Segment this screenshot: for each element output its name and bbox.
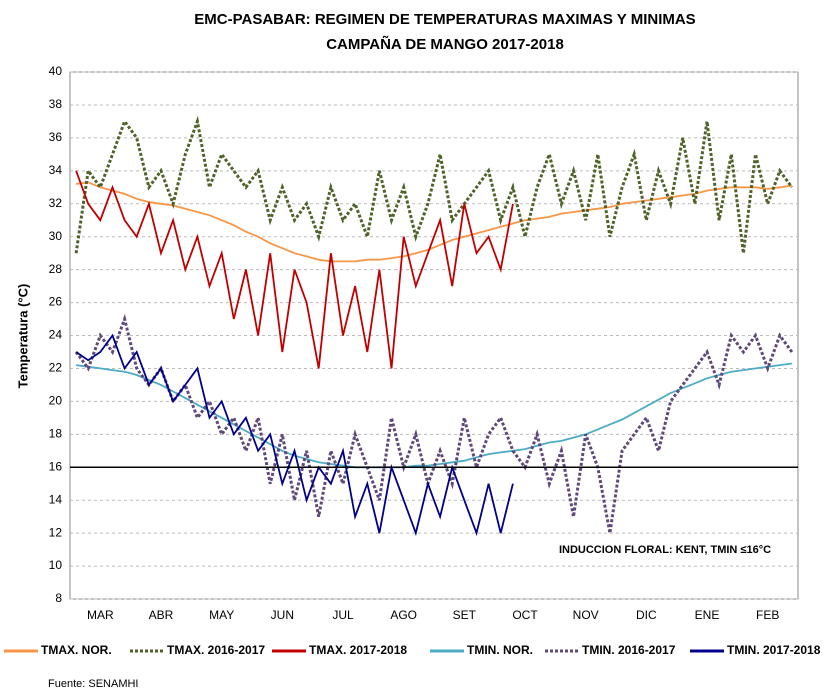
y-tick-label: 22	[49, 361, 63, 375]
legend-label: TMIN. 2017-2018	[727, 643, 821, 657]
series-line	[75, 170, 514, 369]
y-tick-label: 32	[49, 196, 63, 210]
y-tick-label: 26	[49, 295, 63, 309]
legend-label: TMAX. 2016-2017	[167, 643, 265, 657]
y-tick-label: 30	[49, 229, 63, 243]
y-axis-label: Temperatura (°C)	[15, 284, 30, 389]
legend-label: TMAX. NOR.	[41, 643, 112, 657]
y-tick-label: 10	[49, 558, 63, 572]
y-tick-label: 38	[49, 97, 63, 111]
x-tick-label: MAR	[87, 608, 114, 622]
series-line	[75, 362, 793, 469]
x-tick-label: SET	[453, 608, 477, 622]
y-tick-label: 40	[49, 64, 63, 78]
legend-label: TMIN. 2016-2017	[582, 643, 676, 657]
chart-title: EMC-PASABAR: REGIMEN DE TEMPERATURAS MAX…	[194, 11, 695, 28]
series-line	[74, 115, 794, 254]
x-tick-label: OCT	[512, 608, 538, 622]
series-line	[75, 333, 514, 537]
y-tick-label: 12	[49, 525, 63, 539]
x-tick-label: ABR	[149, 608, 174, 622]
y-tick-label: 36	[49, 130, 63, 144]
x-tick-label: FEB	[756, 608, 779, 622]
y-tick-label: 8	[55, 591, 62, 605]
annotation: INDUCCION FLORAL: KENT, TMIN ≤16°C	[559, 544, 771, 556]
y-tick-label: 34	[49, 163, 63, 177]
x-tick-label: JUL	[332, 608, 354, 622]
x-tick-label: AGO	[390, 608, 417, 622]
x-tick-label: DIC	[636, 608, 657, 622]
series-line	[74, 313, 794, 534]
y-tick-label: 14	[49, 492, 63, 506]
chart-subtitle: CAMPAÑA DE MANGO 2017-2018	[326, 35, 564, 53]
series-line	[75, 181, 793, 263]
legend-label: TMIN. NOR.	[467, 643, 533, 657]
x-tick-label: NOV	[573, 608, 599, 622]
x-tick-label: JUN	[271, 608, 294, 622]
legend-label: TMAX. 2017-2018	[309, 643, 407, 657]
y-tick-label: 16	[49, 459, 63, 473]
y-tick-label: 28	[49, 262, 63, 276]
y-tick-label: 24	[49, 328, 63, 342]
x-tick-label: MAY	[209, 608, 234, 622]
source: Fuente: SENAMHI	[48, 678, 138, 690]
x-tick-label: ENE	[695, 608, 720, 622]
y-tick-label: 20	[49, 394, 63, 408]
y-tick-label: 18	[49, 426, 63, 440]
